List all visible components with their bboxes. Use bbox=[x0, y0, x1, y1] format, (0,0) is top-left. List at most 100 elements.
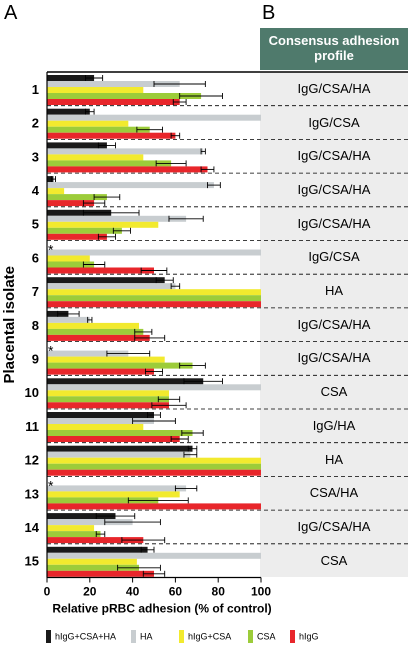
isolate-label-9: 9 bbox=[32, 351, 39, 366]
profile-row-11: IgG/HA bbox=[312, 417, 356, 433]
legend-item: hIgG bbox=[290, 629, 319, 647]
isolate-label-8: 8 bbox=[32, 318, 39, 333]
bar-7-0 bbox=[47, 277, 165, 284]
bar-10-3 bbox=[47, 396, 169, 403]
bar-5-4 bbox=[47, 233, 107, 240]
bar-15-0 bbox=[47, 546, 148, 553]
bar-4-4 bbox=[47, 200, 95, 207]
bar-12-2 bbox=[47, 457, 261, 464]
bar-3-3 bbox=[47, 160, 172, 167]
bar-4-1 bbox=[47, 182, 214, 189]
panel-a-label: A bbox=[4, 2, 18, 24]
profile-row-3: IgG/CSA/HA bbox=[297, 148, 371, 164]
bar-12-0 bbox=[47, 445, 193, 452]
profile-row-1: IgG/CSA/HA bbox=[297, 80, 371, 96]
panel-b-label: B bbox=[262, 2, 276, 24]
bar-4-2 bbox=[47, 188, 65, 195]
isolate-label-7: 7 bbox=[32, 284, 39, 299]
x-tick-label-80: 80 bbox=[212, 585, 226, 599]
bar-2-1 bbox=[47, 114, 261, 121]
bar-8-4 bbox=[47, 334, 150, 341]
bar-4-0 bbox=[47, 176, 54, 183]
isolate-label-5: 5 bbox=[32, 217, 39, 232]
bar-8-3 bbox=[47, 328, 144, 335]
significance-star: * bbox=[48, 343, 54, 359]
x-tick-label-0: 0 bbox=[44, 585, 51, 599]
bar-13-4 bbox=[47, 503, 261, 510]
bar-15-1 bbox=[47, 552, 261, 559]
legend-item: HA bbox=[131, 629, 153, 647]
bar-5-0 bbox=[47, 209, 112, 216]
x-axis-label: Relative pRBC adhesion (% of control) bbox=[52, 602, 271, 616]
profile-row-8: IgG/CSA/HA bbox=[297, 316, 371, 332]
profile-row-5: IgG/CSA/HA bbox=[297, 215, 371, 231]
bar-4-3 bbox=[47, 194, 107, 201]
significance-star: * bbox=[48, 477, 54, 493]
bar-13-2 bbox=[47, 491, 180, 498]
legend-swatch bbox=[290, 630, 295, 644]
legend-item: hIgG+CSA+HA bbox=[46, 629, 116, 647]
isolate-label-10: 10 bbox=[25, 385, 39, 400]
legend-label: hIgG bbox=[299, 631, 319, 642]
bar-1-0 bbox=[47, 75, 95, 81]
bar-3-4 bbox=[47, 166, 208, 173]
profile-row-9: IgG/CSA/HA bbox=[297, 350, 371, 366]
bar-10-2 bbox=[47, 390, 169, 397]
legend-label: HA bbox=[140, 631, 153, 642]
bar-12-1 bbox=[47, 451, 191, 458]
bar-3-2 bbox=[47, 154, 144, 161]
bar-11-2 bbox=[47, 424, 144, 430]
isolate-label-6: 6 bbox=[32, 250, 39, 265]
isolate-label-13: 13 bbox=[25, 486, 39, 501]
bar-10-4 bbox=[47, 402, 169, 409]
legend-swatch bbox=[248, 630, 253, 644]
isolate-label-2: 2 bbox=[32, 116, 39, 131]
bar-8-1 bbox=[47, 316, 90, 323]
profile-row-7: HA bbox=[324, 283, 344, 299]
bar-9-1 bbox=[47, 350, 129, 357]
bar-6-4 bbox=[47, 267, 154, 274]
isolate-label-14: 14 bbox=[25, 520, 40, 535]
bar-2-4 bbox=[47, 132, 176, 139]
x-tick-label-60: 60 bbox=[169, 585, 183, 599]
legend-label: hIgG+CSA+HA bbox=[55, 631, 117, 642]
bar-11-0 bbox=[47, 412, 154, 418]
bar-7-2 bbox=[47, 289, 261, 296]
profile-list: IgG/CSA/HA IgG/CSA IgG/CSA/HA IgG/CSA/HA IgG… bbox=[260, 72, 408, 577]
profile-row-4: IgG/CSA/HA bbox=[297, 181, 371, 197]
legend-item: hIgG+CSA bbox=[179, 629, 231, 647]
bar-14-3 bbox=[47, 531, 101, 538]
bar-11-4 bbox=[47, 436, 180, 442]
isolate-label-1: 1 bbox=[32, 82, 39, 97]
bar-6-2 bbox=[47, 255, 90, 262]
bar-1-2 bbox=[47, 87, 144, 93]
x-tick-label-40: 40 bbox=[126, 585, 140, 599]
bar-10-0 bbox=[47, 378, 204, 385]
profile-header: Consensus adhesion profile bbox=[260, 28, 408, 70]
bar-9-3 bbox=[47, 362, 193, 369]
bar-8-2 bbox=[47, 322, 140, 329]
isolate-label-11: 11 bbox=[25, 419, 39, 434]
legend-item: CSA bbox=[248, 629, 276, 647]
legend-label: CSA bbox=[257, 631, 276, 642]
isolate-label-3: 3 bbox=[32, 149, 39, 164]
bar-14-4 bbox=[47, 537, 144, 544]
bar-3-1 bbox=[47, 148, 204, 155]
bar-15-3 bbox=[47, 564, 140, 571]
significance-star: * bbox=[48, 242, 54, 258]
isolate-label-12: 12 bbox=[25, 453, 39, 468]
bar-2-0 bbox=[47, 108, 90, 115]
x-tick-label-20: 20 bbox=[83, 585, 97, 599]
bar-12-3 bbox=[47, 463, 261, 470]
legend-swatch bbox=[46, 630, 51, 644]
bar-11-1 bbox=[47, 418, 154, 424]
profile-row-6: IgG/CSA bbox=[308, 249, 360, 265]
bar-1-3 bbox=[47, 93, 202, 99]
bar-10-1 bbox=[47, 384, 261, 391]
bar-2-3 bbox=[47, 126, 150, 133]
bar-5-1 bbox=[47, 215, 187, 222]
bar-6-3 bbox=[47, 261, 95, 268]
legend-label: hIgG+CSA bbox=[188, 631, 232, 642]
bar-7-1 bbox=[47, 283, 176, 290]
